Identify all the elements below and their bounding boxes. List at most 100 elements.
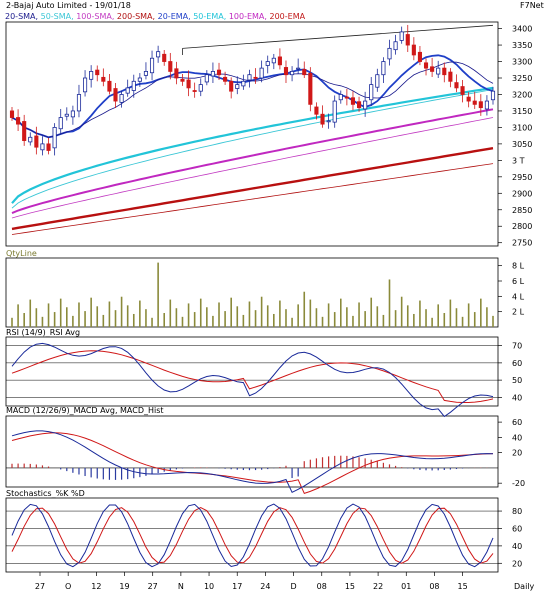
sma-50-line — [11, 89, 494, 209]
volume-axis-label: 2 L — [512, 308, 525, 317]
macd-average-line — [11, 432, 494, 495]
candle-body — [430, 66, 435, 72]
x-axis-label: D — [290, 582, 296, 591]
candle-body — [52, 127, 57, 149]
candle-body — [204, 74, 209, 83]
candle-body — [64, 113, 69, 117]
stochastics-axis-label: 60 — [512, 524, 522, 533]
volume-axis-label: 8 L — [512, 262, 525, 271]
stochastics-axis-label: 40 — [512, 542, 522, 551]
macd-axis-label: -20 — [512, 479, 525, 488]
candle-body — [131, 80, 136, 91]
candle-body — [143, 71, 149, 76]
candle-body — [180, 78, 185, 82]
candle-body — [277, 56, 282, 66]
candle-body — [478, 101, 483, 109]
candle-body — [46, 143, 51, 151]
indicator-legend: 20-SMA, 50-SMA, 100-SMA, 200-SMA, 20-EMA… — [5, 12, 305, 21]
candle-body — [448, 71, 453, 82]
price-axis-label: 2950 — [512, 173, 532, 182]
candle-body — [460, 86, 465, 95]
candle-body — [387, 47, 392, 60]
sma-100-line — [11, 117, 494, 219]
candle-body — [283, 67, 289, 76]
candle-body — [442, 67, 447, 76]
x-axis-label: 08 — [317, 582, 327, 591]
candle-body — [70, 110, 75, 118]
macd-axis-label: 20 — [512, 449, 522, 458]
candle-body — [223, 76, 228, 82]
price-axis-label: 3200 — [512, 90, 532, 99]
x-axis-label: 08 — [429, 582, 439, 591]
candle-body — [290, 71, 295, 76]
candle-body — [326, 120, 331, 123]
candle-body — [229, 80, 234, 92]
candle-body — [137, 77, 142, 82]
x-axis-label: 22 — [373, 582, 383, 591]
price-axis-label: 2800 — [512, 222, 532, 231]
candle-body — [490, 90, 496, 101]
panel-frame — [5, 497, 499, 573]
candle-body — [34, 135, 39, 148]
ema-20-line — [11, 54, 494, 139]
x-axis-label: 17 — [232, 582, 242, 591]
candle-body — [411, 44, 416, 56]
candle-body — [162, 53, 167, 62]
rsi-panel-title: RSI (14/9)_RSI Avg — [6, 328, 81, 337]
candle-body — [314, 106, 319, 115]
ema-200-line — [11, 147, 494, 231]
candle-body — [149, 57, 155, 74]
candle-body — [210, 71, 215, 77]
candle-body — [241, 80, 246, 87]
price-axis-label: 2850 — [512, 206, 532, 215]
candle-body — [454, 82, 459, 89]
candle-body — [83, 77, 88, 93]
legend-item: 100-EMA, — [228, 12, 270, 21]
candle-body — [119, 94, 124, 103]
x-axis-label: 24 — [260, 582, 270, 591]
panel-frame — [5, 21, 499, 247]
rsi-line — [11, 342, 494, 418]
legend-item: 20-SMA, — [5, 12, 41, 21]
legend-item: 50-EMA, — [193, 12, 229, 21]
panel-frame — [5, 415, 499, 488]
period-label: Daily — [514, 582, 535, 591]
candle-body — [235, 84, 240, 89]
macd-line — [11, 430, 494, 493]
stochastics-d-line — [11, 507, 494, 564]
x-axis-label: 15 — [345, 582, 355, 591]
candle-body — [16, 117, 21, 125]
candle-body — [296, 67, 301, 70]
legend-item: 50-SMA, — [40, 12, 77, 21]
candle-body — [484, 100, 489, 110]
stochastics-k-line — [11, 503, 494, 568]
candle-body — [58, 117, 63, 130]
candle-body — [399, 31, 404, 41]
ema-100-line — [11, 108, 494, 215]
candle-body — [28, 136, 33, 143]
x-axis-label: 01 — [401, 582, 411, 591]
rsi-axis-label: 50 — [512, 376, 522, 385]
stochastics-axis-label: 20 — [512, 559, 522, 568]
candle-body — [22, 121, 27, 141]
brand-label: F7Net — [520, 1, 544, 10]
legend-item: 200-SMA, — [116, 12, 158, 21]
macd-axis-label: 40 — [512, 433, 522, 442]
x-axis-label: 19 — [119, 582, 129, 591]
candle-body — [259, 67, 264, 79]
legend-item: 100-SMA, — [76, 12, 117, 21]
price-axis-label: 3400 — [512, 25, 532, 34]
price-axis-label: 3 T — [512, 156, 525, 165]
volume-axis-label: 6 L — [512, 277, 525, 286]
stochastics-axis-label: 80 — [512, 507, 522, 516]
candle-body — [308, 72, 313, 105]
candle-body — [156, 51, 161, 58]
candle-body — [168, 61, 173, 72]
x-axis-label: O — [65, 582, 71, 591]
macd-axis-label: 60 — [512, 418, 522, 427]
panel-frame — [5, 257, 499, 328]
macd-panel-title: MACD (12/26/9)_MACD Avg, MACD_Hist — [6, 406, 164, 415]
candle-body — [344, 96, 349, 99]
candle-body — [302, 69, 307, 76]
candle-body — [101, 76, 106, 82]
